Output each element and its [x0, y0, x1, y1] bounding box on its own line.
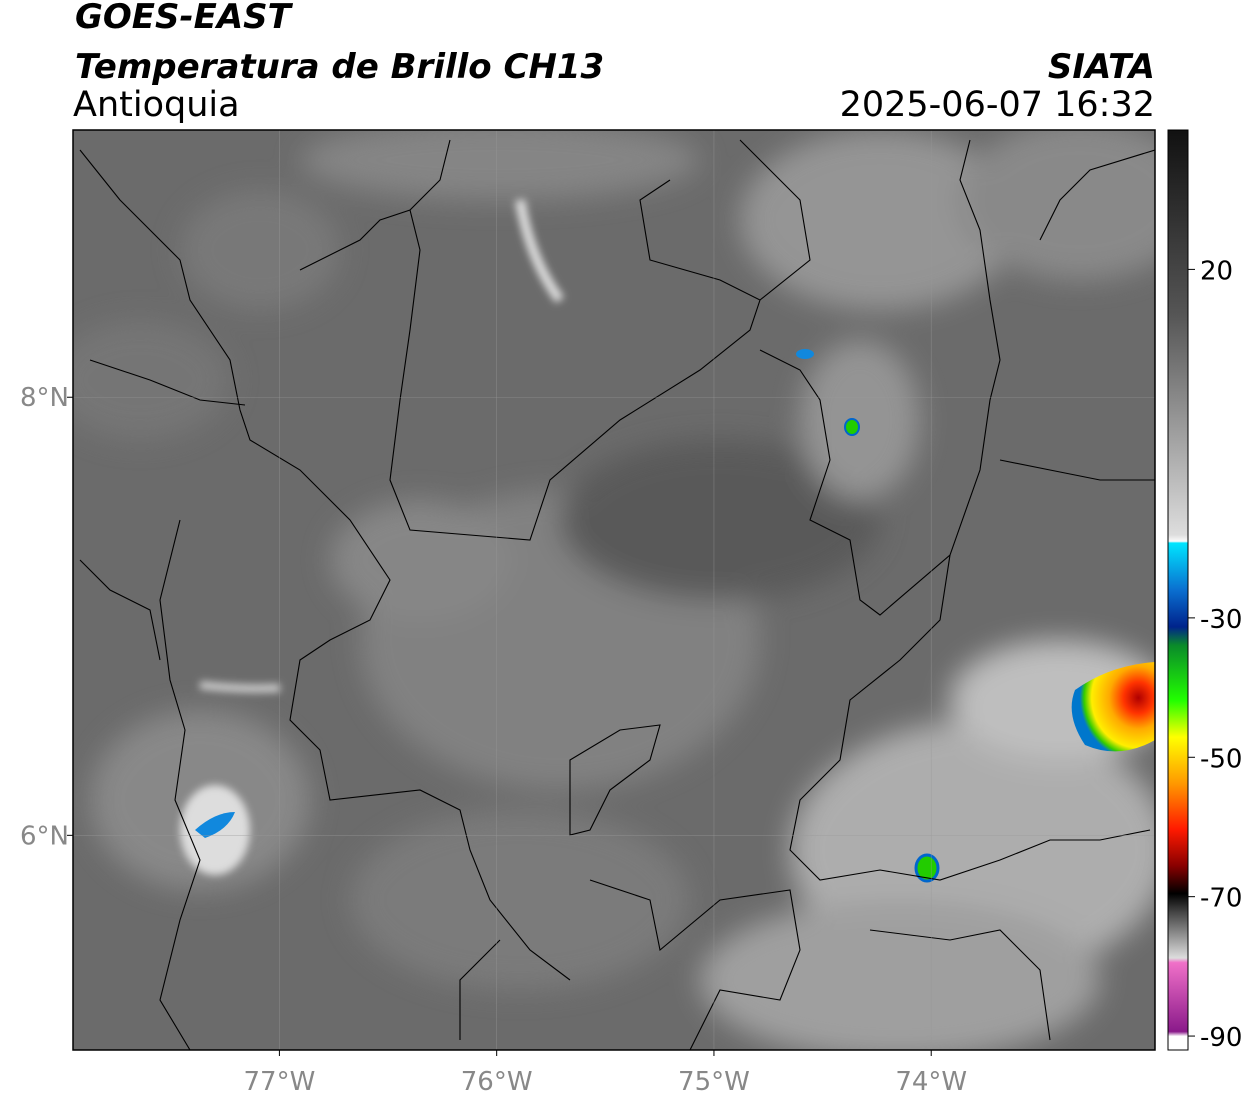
colorbar [1167, 129, 1189, 1051]
x-tick-label: 77°W [244, 1067, 316, 1097]
map-frame [72, 129, 1156, 1051]
title: GOES-EAST [75, 0, 294, 37]
datetime: 2025-06-07 16:32 [840, 85, 1155, 125]
grid [73, 130, 1155, 1050]
y-tick-label: 8°N [20, 383, 69, 413]
x-tick-label: 74°W [895, 1067, 967, 1097]
colorbar-label: -70 [1200, 884, 1242, 914]
subtitle: Temperatura de Brillo CH13 [75, 47, 604, 87]
x-tick-label: 75°W [678, 1067, 750, 1097]
region: Antioquia [73, 85, 240, 125]
y-tick-label: 6°N [20, 821, 69, 851]
colorbar-label: -30 [1200, 605, 1242, 635]
colorbar-label: 20 [1200, 256, 1233, 286]
x-tick-label: 76°W [461, 1067, 533, 1097]
satellite-image [73, 130, 1155, 1050]
colorbar-label: -90 [1200, 1023, 1242, 1053]
colorbar-label: -50 [1200, 744, 1242, 774]
source: SIATA [1048, 47, 1155, 87]
